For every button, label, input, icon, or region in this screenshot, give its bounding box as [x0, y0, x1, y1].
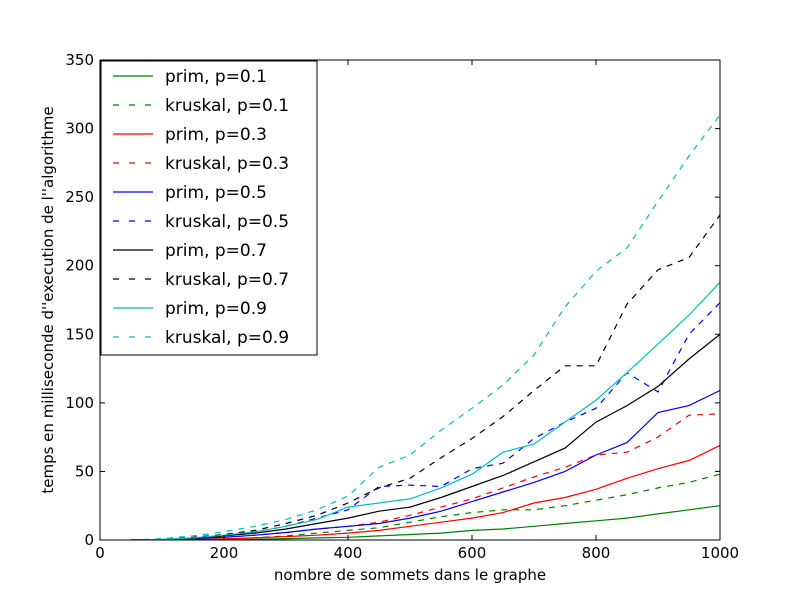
series-line-8 — [130, 281, 720, 540]
x-tick-label-0: 0 — [95, 544, 105, 562]
plot-lines — [130, 114, 720, 540]
plot-frame — [99, 59, 721, 541]
y-tick-label-7: 350 — [65, 51, 94, 69]
y-tick-label-6: 300 — [65, 120, 94, 138]
x-tick-label-4: 800 — [582, 544, 611, 562]
series-line-4 — [130, 389, 720, 540]
y-tick-label-5: 250 — [65, 188, 94, 206]
legend: prim, p=0.1 kruskal, p=0.1 prim, p=0.3 krus… — [100, 60, 318, 356]
legend-label-6: prim, p=0.7 — [165, 241, 267, 261]
y-tick-label-3: 150 — [65, 325, 94, 343]
legend-label-0: prim, p=0.1 — [165, 67, 267, 87]
y-axis-label: temps en milliseconde d''execution de l'… — [39, 106, 57, 493]
axes: 0 200 400 600 800 1000 0 50 100 150 200 250 300 350 — [65, 51, 739, 562]
series-line-6 — [130, 333, 720, 540]
legend-label-7: kruskal, p=0.7 — [165, 270, 289, 290]
legend-label-3: kruskal, p=0.3 — [165, 154, 289, 174]
x-tick-label-1: 200 — [210, 544, 239, 562]
legend-label-8: prim, p=0.9 — [165, 299, 267, 319]
series-line-7 — [130, 214, 720, 540]
x-tick-label-5: 1000 — [701, 544, 739, 562]
series-line-2 — [131, 444, 720, 540]
y-tick-label-0: 0 — [84, 531, 94, 549]
series-line-1 — [131, 473, 720, 540]
legend-box — [100, 60, 318, 356]
legend-label-2: prim, p=0.3 — [165, 125, 267, 145]
x-axis-label: nombre de sommets dans le graphe — [274, 566, 546, 584]
x-tick-label-2: 400 — [334, 544, 363, 562]
y-tick-label-1: 50 — [75, 462, 94, 480]
legend-label-1: kruskal, p=0.1 — [165, 96, 289, 116]
legend-label-4: prim, p=0.5 — [165, 183, 267, 203]
series-line-9 — [130, 114, 720, 540]
x-tick-label-3: 600 — [458, 544, 487, 562]
y-tick-label-4: 200 — [65, 257, 94, 275]
legend-label-9: kruskal, p=0.9 — [165, 328, 289, 348]
legend-label-5: kruskal, p=0.5 — [165, 212, 289, 232]
y-tick-label-2: 100 — [65, 394, 94, 412]
